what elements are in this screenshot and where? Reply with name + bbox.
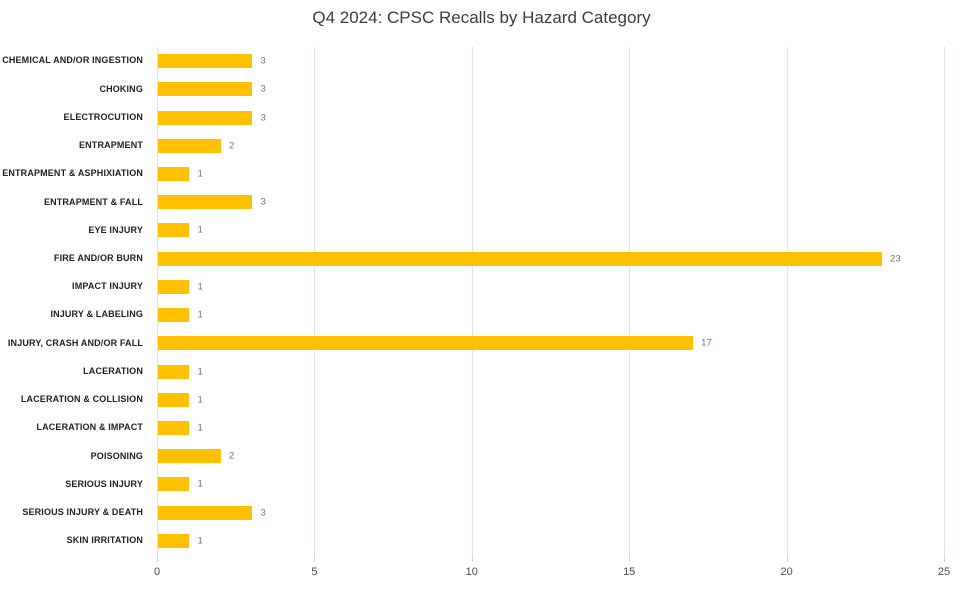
category-label: INJURY & LABELING — [50, 309, 143, 320]
value-label: 3 — [260, 507, 266, 519]
category-label: ENTRAPMENT — [79, 140, 143, 151]
x-axis-tick-label: 5 — [311, 566, 318, 578]
x-axis-tick-label: 15 — [623, 566, 636, 578]
bar — [158, 505, 253, 520]
bar-row: 1 — [157, 160, 944, 188]
category-label: LACERATION — [83, 365, 143, 376]
bar — [158, 166, 190, 181]
category-label: ELECTROCUTION — [63, 111, 143, 122]
bar — [158, 54, 253, 69]
value-label: 1 — [197, 366, 203, 378]
x-axis-tick — [629, 555, 631, 562]
x-axis-tick-label: 20 — [780, 566, 793, 578]
x-axis-tick-label: 10 — [465, 566, 478, 578]
category-label: ENTRAPMENT & FALL — [43, 196, 143, 207]
category-label: IMPACT INJURY — [72, 281, 143, 292]
x-axis-tick — [786, 555, 788, 562]
category-label: POISONING — [90, 450, 143, 461]
bar-row: 1 — [157, 414, 944, 442]
bar — [158, 223, 190, 238]
x-axis-tick-label: 0 — [153, 566, 161, 578]
category-label: SERIOUS INJURY — [65, 478, 143, 489]
category-axis: CHEMICAL AND/OR INGESTION CHOKING ELECTROC… — [0, 47, 150, 555]
bar — [158, 251, 883, 266]
bar — [158, 195, 253, 210]
value-label: 3 — [260, 112, 266, 124]
gridline — [471, 47, 473, 555]
value-label: 1 — [197, 422, 203, 434]
bar — [158, 533, 190, 548]
category-label: ENTRAPMENT & ASPHIXIATION — [2, 168, 143, 179]
gridline — [944, 47, 945, 555]
value-label: 1 — [197, 535, 203, 547]
bar — [158, 82, 253, 97]
bar-row: 1 — [157, 301, 944, 329]
bar-row: 2 — [157, 132, 944, 160]
bar-row: 17 — [157, 329, 944, 357]
value-label: 3 — [260, 83, 266, 95]
bar-row: 1 — [157, 386, 944, 414]
bar — [158, 110, 253, 125]
bar-row: 1 — [157, 470, 944, 498]
gridline — [314, 47, 316, 555]
bar-row: 3 — [157, 47, 944, 75]
bar — [158, 420, 190, 435]
x-axis-tick — [157, 555, 158, 562]
category-label: INJURY, CRASH AND/OR FALL — [7, 337, 143, 348]
category-label: LACERATION & COLLISION — [20, 394, 143, 405]
bar — [158, 308, 190, 323]
value-label: 2 — [228, 140, 235, 152]
x-axis: 0 5 10 15 20 25 — [153, 555, 950, 589]
category-label: CHEMICAL AND/OR INGESTION — [2, 55, 143, 66]
x-axis-tick-label: 25 — [937, 566, 951, 578]
bar-row: 3 — [157, 103, 944, 131]
bar — [158, 336, 694, 351]
category-label: CHOKING — [99, 83, 143, 94]
value-label: 3 — [260, 55, 266, 67]
bar-row: 23 — [157, 245, 944, 273]
category-label: EYE INJURY — [88, 224, 143, 235]
value-label: 17 — [701, 337, 712, 349]
value-label: 1 — [197, 394, 203, 406]
value-label: 3 — [260, 196, 266, 208]
value-label: 1 — [197, 478, 203, 490]
bar — [158, 449, 221, 464]
bar-row: 1 — [157, 216, 944, 244]
value-label: 1 — [197, 168, 203, 180]
value-label: 1 — [197, 224, 203, 236]
category-label: FIRE AND/OR BURN — [53, 252, 143, 263]
bar-row: 1 — [157, 273, 944, 301]
bar-row: 2 — [157, 442, 944, 470]
x-axis-tick — [944, 555, 945, 562]
bar-row: 3 — [157, 499, 944, 527]
bar-row: 3 — [157, 188, 944, 216]
category-label: SERIOUS INJURY & DEATH — [22, 506, 143, 517]
category-label: LACERATION & IMPACT — [36, 422, 143, 433]
bar-row: 1 — [157, 527, 944, 555]
plot-area: 3 3 3 2 1 3 1 23 1 1 17 1 1 1 2 1 3 1 — [157, 47, 945, 555]
x-axis-tick — [314, 555, 316, 562]
gridline — [786, 47, 788, 555]
bar — [158, 477, 190, 492]
bar-row: 1 — [157, 357, 944, 385]
chart-title: Q4 2024: CPSC Recalls by Hazard Category — [312, 8, 651, 27]
category-label: SKIN IRRITATION — [66, 535, 143, 546]
gridline — [629, 47, 631, 555]
bar-row: 3 — [157, 75, 944, 103]
category-axis-line — [157, 47, 158, 555]
bar — [158, 392, 190, 407]
value-label: 2 — [228, 450, 235, 462]
x-axis-tick — [471, 555, 473, 562]
bar — [158, 138, 221, 153]
bar — [158, 364, 190, 379]
value-label: 23 — [890, 253, 901, 265]
value-label: 1 — [197, 309, 203, 321]
bar — [158, 279, 190, 294]
value-label: 1 — [197, 281, 203, 293]
